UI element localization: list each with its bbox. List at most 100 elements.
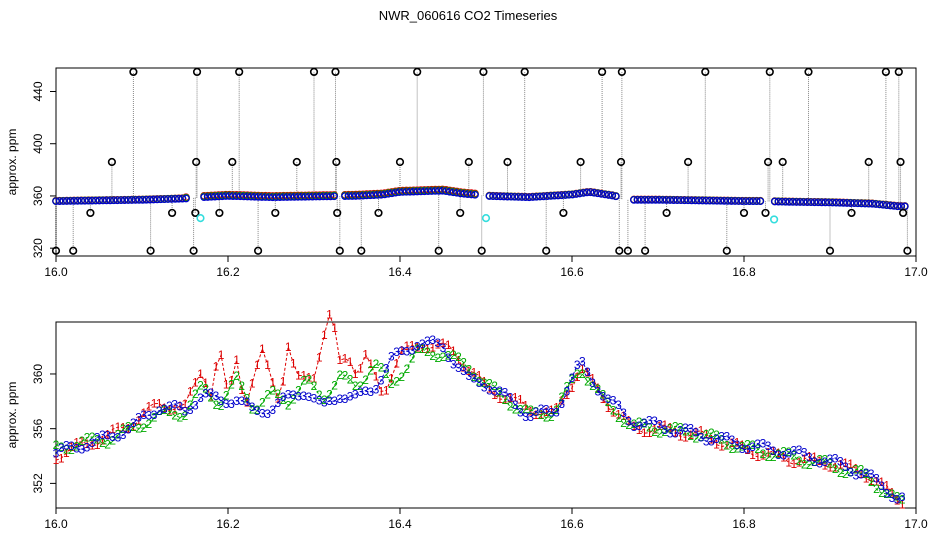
top-data-point-series-3 xyxy=(167,195,176,203)
top-data-point-series-3 xyxy=(864,199,873,208)
bottom-series-marker-1: 1 xyxy=(316,351,323,365)
top-data-point-series-3 xyxy=(218,192,227,201)
bottom-series-marker-1: 1 xyxy=(275,392,282,406)
top-data-point-series-3 xyxy=(778,197,786,206)
bottom-series-marker-3: 3 xyxy=(238,394,245,408)
bottom-series-marker-1: 1 xyxy=(517,393,524,407)
bottom-series-marker-2: 2 xyxy=(708,426,715,440)
bottom-series-marker-2: 2 xyxy=(311,379,318,393)
bottom-series-marker-3: 3 xyxy=(213,389,220,403)
bottom-series-marker-2: 2 xyxy=(146,417,153,431)
top-data-point-series-3 xyxy=(362,191,371,200)
bottom-series-marker-3: 3 xyxy=(584,365,591,379)
bottom-series-marker-1: 1 xyxy=(176,399,183,413)
top-data-point-series-3 xyxy=(630,196,638,204)
top-flagged-point xyxy=(640,246,650,255)
bottom-series-marker-1: 1 xyxy=(708,432,715,446)
bottom-series-marker-3: 3 xyxy=(816,457,823,471)
top-data-point-series-3 xyxy=(265,193,273,202)
top-flagged-point xyxy=(189,246,198,255)
bottom-series-marker-3: 3 xyxy=(290,388,297,402)
bottom-series-marker-2: 2 xyxy=(538,408,545,422)
bottom-series-marker-1: 1 xyxy=(94,438,101,452)
bottom-series-marker-3: 3 xyxy=(811,455,818,469)
bottom-series-marker-1: 1 xyxy=(404,339,411,353)
bottom-series-marker-2: 2 xyxy=(352,379,359,393)
bottom-series-marker-3: 3 xyxy=(574,358,581,372)
bottom-series-marker-2: 2 xyxy=(275,387,282,401)
bottom-series-marker-1: 1 xyxy=(223,377,230,391)
top-data-point-series-3 xyxy=(510,192,519,201)
bottom-series-marker-2: 2 xyxy=(889,487,896,501)
bottom-series-marker-3: 3 xyxy=(383,362,390,376)
bottom-series-marker-1: 1 xyxy=(228,374,235,388)
bottom-series-marker-3: 3 xyxy=(631,420,638,434)
bottom-series-marker-3: 3 xyxy=(842,460,849,474)
bottom-x-tick-label: 16.4 xyxy=(388,517,412,531)
bottom-series-marker-1: 1 xyxy=(734,435,741,449)
bottom-series-marker-2: 2 xyxy=(502,393,509,407)
top-data-point-series-3 xyxy=(211,192,219,201)
top-data-point-series-3 xyxy=(406,187,414,196)
bottom-series-marker-2: 2 xyxy=(295,384,302,398)
bottom-series-marker-3: 3 xyxy=(192,399,199,413)
top-data-point-series-3 xyxy=(532,192,541,201)
top-data-point-series-3 xyxy=(680,196,689,205)
bottom-series-marker-1: 1 xyxy=(202,376,209,390)
bottom-series-marker-2: 2 xyxy=(858,462,865,476)
bottom-series-marker-2: 2 xyxy=(285,398,292,412)
bottom-series-marker-3: 3 xyxy=(254,404,261,418)
top-data-point-series-3 xyxy=(341,192,349,200)
bottom-series-marker-2: 2 xyxy=(440,350,447,364)
bottom-series-marker-2: 2 xyxy=(99,436,106,450)
bottom-series-marker-3: 3 xyxy=(378,373,385,387)
bottom-series-marker-2: 2 xyxy=(388,377,395,391)
bottom-series-marker-1: 1 xyxy=(667,421,674,435)
top-flagged-point xyxy=(107,157,116,167)
top-data-point-series-3 xyxy=(503,192,512,201)
bottom-series-marker-2: 2 xyxy=(63,443,70,457)
bottom-series-marker-3: 3 xyxy=(821,455,828,469)
top-data-point-series-3 xyxy=(489,192,497,201)
top-data-point-series-3 xyxy=(846,199,855,207)
top-data-point-series-3 xyxy=(586,188,595,197)
bottom-series-marker-1: 1 xyxy=(460,360,467,374)
bottom-series-marker-3: 3 xyxy=(445,351,452,365)
bottom-series-marker-1: 1 xyxy=(264,358,271,372)
bottom-series-marker-1: 1 xyxy=(409,338,416,352)
bottom-series-marker-3: 3 xyxy=(331,394,338,408)
bottom-series-marker-2: 2 xyxy=(863,467,870,481)
bottom-series-marker-1: 1 xyxy=(713,437,720,451)
top-data-point-series-3 xyxy=(579,189,588,197)
bottom-x-tick-label: 16.0 xyxy=(44,517,68,531)
top-data-point-series-3 xyxy=(821,198,830,207)
bottom-series-marker-1: 1 xyxy=(151,397,158,411)
top-data-point-series-3 xyxy=(890,202,898,210)
top-flagged-point xyxy=(86,208,95,218)
top-data-point-series-3 xyxy=(73,196,82,205)
top-data-point-series-3 xyxy=(640,196,649,204)
top-flagged-point xyxy=(331,67,340,77)
bottom-series-marker-2: 2 xyxy=(852,462,859,476)
bottom-series-marker-3: 3 xyxy=(760,436,767,450)
top-data-point-series-3 xyxy=(561,191,570,199)
bottom-series-marker-3: 3 xyxy=(89,436,96,450)
bottom-series-marker-3: 3 xyxy=(151,408,158,422)
bottom-series-marker-3: 3 xyxy=(197,391,204,405)
top-data-point-series-3 xyxy=(109,196,118,205)
bottom-series-marker-1: 1 xyxy=(749,448,756,462)
bottom-series-marker-1: 1 xyxy=(543,405,550,419)
top-data-point-series-3 xyxy=(286,193,295,201)
bottom-series-marker-3: 3 xyxy=(94,431,101,445)
bottom-series-marker-3: 3 xyxy=(161,402,168,416)
top-data-point-series-3 xyxy=(807,198,815,207)
top-flagged-point xyxy=(292,157,301,167)
bottom-series-marker-1: 1 xyxy=(367,357,374,371)
top-data-point-series-3 xyxy=(536,192,544,201)
bottom-series-marker-3: 3 xyxy=(336,392,343,406)
bottom-series-marker-1: 1 xyxy=(218,348,225,362)
bottom-series-marker-1: 1 xyxy=(791,457,798,471)
top-flagged-point xyxy=(847,208,856,218)
bottom-series-marker-1: 1 xyxy=(718,440,725,454)
top-flagged-point xyxy=(357,246,366,255)
